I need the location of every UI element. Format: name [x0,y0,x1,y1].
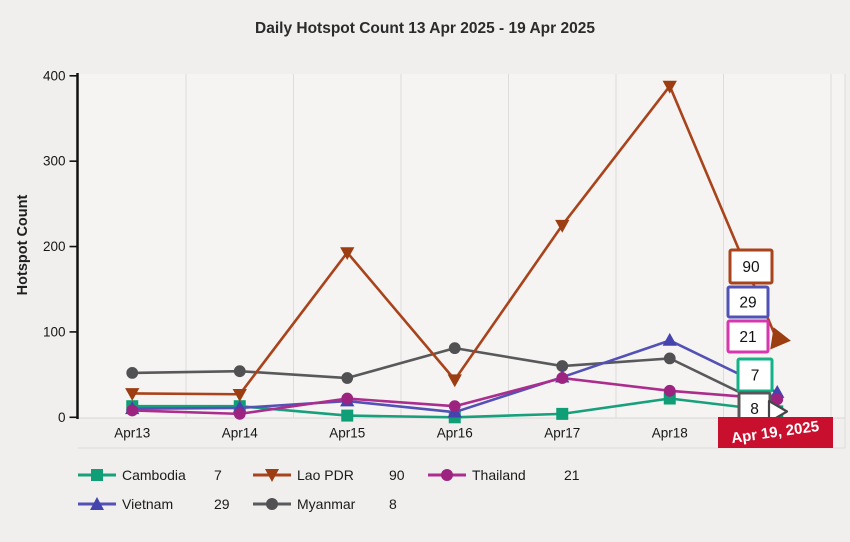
data-point-marker[interactable] [341,392,354,405]
legend-row: Cambodia 7 Lao PDR 90 Thailand 21 [78,467,778,483]
legend-label: Thailand [472,467,526,483]
legend-row: Vietnam 29 Myanmar 8 [78,496,778,512]
data-point-marker[interactable] [233,407,246,420]
end-value-text: 7 [751,368,760,385]
end-value-text: 8 [750,401,759,418]
data-point-marker[interactable] [233,365,246,378]
end-value-box-lao-pdr[interactable] [728,248,774,285]
legend-item-thailand[interactable]: Thailand 21 [428,467,603,483]
data-point-marker[interactable] [448,400,461,413]
x-tick-label: Apr16 [437,426,473,441]
y-tick-label: 300 [43,154,66,169]
data-point-marker[interactable] [341,372,354,384]
data-point-marker[interactable] [555,219,570,233]
data-point-marker[interactable] [662,332,677,346]
legend-value: 7 [214,467,222,483]
legend-marker-triangle-down-icon [253,469,291,482]
end-value-text: 90 [742,259,760,276]
y-tick-label: 400 [43,68,66,83]
x-axis-highlight-label: Apr 19, 2025 [718,417,833,448]
legend-value: 8 [389,496,397,512]
legend-item-cambodia[interactable]: Cambodia 7 [78,467,253,483]
legend-label: Cambodia [122,467,186,483]
legend-label: Vietnam [122,496,174,512]
data-point-marker[interactable] [763,327,791,355]
x-tick-label: Apr17 [544,426,580,441]
end-value-text: 29 [739,295,756,312]
end-value-text: 21 [739,329,756,346]
data-point-marker[interactable] [447,374,462,388]
x-tick-label: Apr13 [114,426,150,441]
cursor-pointer-icon [767,399,789,424]
x-tick-label: Apr18 [652,426,688,441]
plot-area [78,74,845,418]
data-point-marker[interactable] [125,388,140,401]
data-point-marker[interactable] [662,80,677,94]
end-value-box-cambodia[interactable] [736,357,774,393]
y-tick-label: 0 [58,410,66,425]
data-point-marker[interactable] [556,407,569,420]
legend-marker-triangle-up-icon [78,497,116,510]
legend: Cambodia 7 Lao PDR 90 Thailand 21 Vietnam 29 Mya… [78,467,778,525]
data-point-marker[interactable] [556,372,569,384]
end-value-box-vietnam[interactable] [726,285,770,319]
legend-marker-square-icon [78,469,116,481]
legend-item-lao-pdr[interactable]: Lao PDR 90 [253,467,428,483]
legend-value: 90 [389,467,405,483]
data-point-marker[interactable] [663,352,676,365]
y-tick-label: 200 [43,239,66,254]
y-tick-label: 100 [43,324,66,339]
legend-value: 29 [214,496,230,512]
end-value-box-thailand[interactable] [726,319,770,354]
x-tick-label: Apr14 [222,426,259,441]
legend-label: Lao PDR [297,467,354,483]
legend-item-vietnam[interactable]: Vietnam 29 [78,496,253,512]
legend-marker-circle-icon [253,498,291,510]
data-point-marker[interactable] [663,384,676,397]
data-point-marker[interactable] [341,409,354,422]
x-tick-label: Apr15 [329,426,365,441]
legend-marker-circle-icon [428,469,466,481]
legend-item-myanmar[interactable]: Myanmar 8 [253,496,428,512]
chart-title: Daily Hotspot Count 13 Apr 2025 - 19 Apr… [255,20,595,37]
data-point-marker[interactable] [340,247,355,261]
legend-value: 21 [564,467,580,483]
data-point-marker[interactable] [448,342,461,355]
legend-label: Myanmar [297,496,356,512]
data-point-marker[interactable] [232,388,247,402]
x-axis-highlight-text: Apr 19, 2025 [730,417,821,448]
data-point-marker[interactable] [126,404,139,417]
data-point-marker[interactable] [126,367,139,379]
